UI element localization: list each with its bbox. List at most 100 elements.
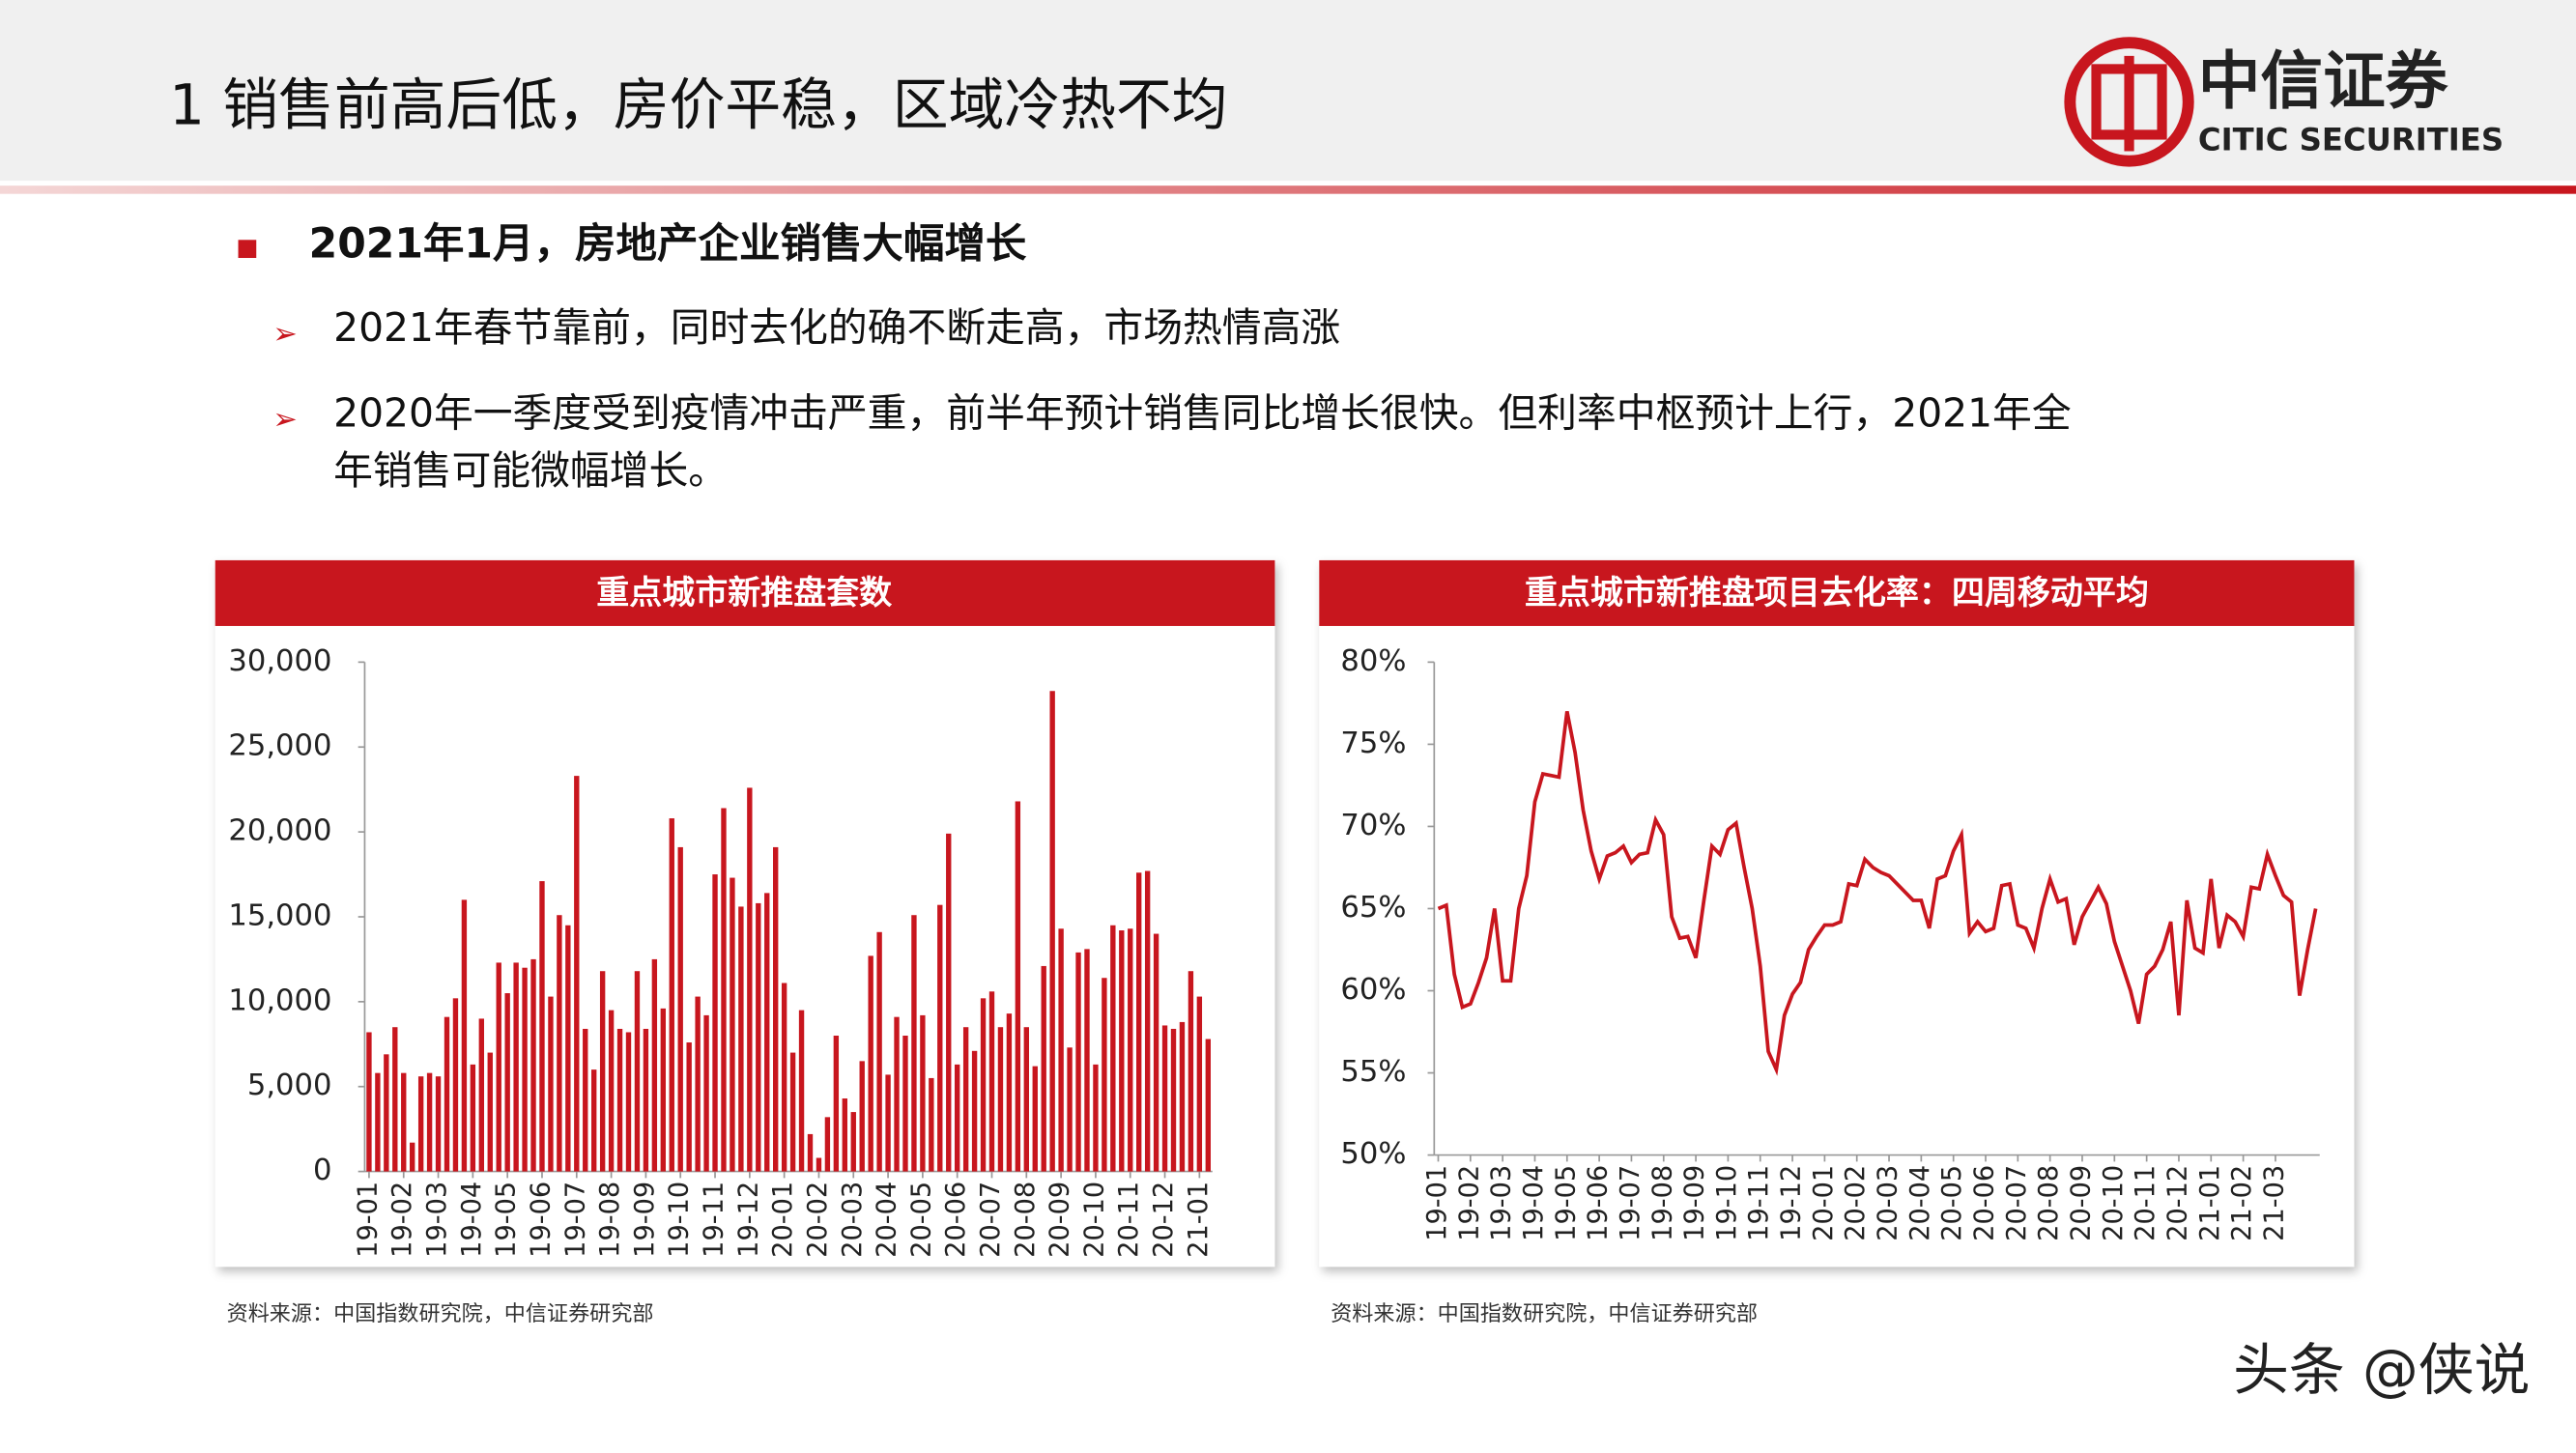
- bar: [1006, 1013, 1013, 1172]
- bar: [452, 998, 459, 1172]
- bar: [703, 1014, 709, 1172]
- x-tick-label: 20-10: [2099, 1165, 2129, 1241]
- x-tick-label: 19-08: [1647, 1165, 1677, 1241]
- x-tick-label: 19-12: [733, 1182, 763, 1258]
- bar: [997, 1027, 1004, 1172]
- x-tick-label: 20-10: [1079, 1182, 1109, 1258]
- bar: [375, 1072, 381, 1172]
- bar: [946, 833, 952, 1172]
- bar: [988, 991, 995, 1172]
- bar: [557, 915, 562, 1172]
- header-band: [0, 0, 2576, 182]
- bar: [929, 1077, 934, 1172]
- x-tick-label: 19-11: [700, 1182, 730, 1258]
- x-tick-label: 20-08: [2034, 1165, 2064, 1241]
- bar: [850, 1112, 856, 1172]
- x-tick-label: 20-05: [906, 1182, 936, 1258]
- bar: [426, 1072, 433, 1172]
- bar: [1067, 1047, 1073, 1172]
- bar: [522, 967, 528, 1172]
- bar: [756, 902, 761, 1172]
- bar: [894, 1016, 900, 1172]
- bar: [565, 925, 571, 1172]
- y-tick-label: 60%: [1340, 973, 1406, 1007]
- chart-header: [1319, 559, 2355, 626]
- bar: [798, 1010, 805, 1172]
- bar: [816, 1157, 822, 1172]
- bar: [470, 1064, 476, 1172]
- bar: [1144, 870, 1151, 1172]
- bar: [1170, 1028, 1177, 1172]
- bar: [539, 881, 545, 1172]
- x-tick-label: 19-04: [457, 1182, 487, 1258]
- bar: [1179, 1021, 1186, 1172]
- bullet-item: 2020年一季度受到疫情冲击严重，前半年预计销售同比增长很快。但利率中枢预计上行…: [333, 389, 2072, 436]
- bar: [634, 971, 641, 1172]
- bar: [1136, 872, 1142, 1172]
- bar: [920, 1014, 926, 1172]
- bar: [366, 1032, 372, 1172]
- y-tick-label: 25,000: [228, 729, 331, 763]
- bar: [608, 1010, 615, 1172]
- x-tick-label: 20-04: [1905, 1165, 1935, 1241]
- bar: [616, 1028, 623, 1172]
- bar: [902, 1035, 908, 1172]
- bar: [625, 1032, 632, 1172]
- bar: [487, 1052, 493, 1172]
- bar: [530, 958, 536, 1172]
- bar: [807, 1133, 814, 1172]
- bar: [876, 931, 882, 1172]
- bar: [1023, 1027, 1029, 1172]
- bar: [1041, 965, 1046, 1172]
- bar: [764, 893, 770, 1172]
- y-tick-label: 55%: [1340, 1055, 1406, 1089]
- x-tick-label: 20-01: [768, 1182, 798, 1258]
- x-tick-label: 19-12: [1777, 1165, 1807, 1241]
- x-tick-label: 20-09: [1045, 1182, 1075, 1258]
- x-tick-label: 19-02: [387, 1182, 417, 1258]
- y-tick-label: 30,000: [228, 644, 331, 678]
- bar: [513, 962, 519, 1172]
- x-tick-label: 21-01: [2195, 1165, 2225, 1241]
- x-tick-label: 19-01: [353, 1182, 383, 1258]
- bar: [686, 1042, 692, 1172]
- source-note: 资料来源：中国指数研究院，中信证券研究部: [227, 1301, 654, 1326]
- bar: [401, 1072, 407, 1172]
- bar: [496, 962, 501, 1172]
- bar: [971, 1050, 978, 1172]
- logo-cn: 中信证券: [2198, 45, 2449, 118]
- bar: [1084, 949, 1090, 1172]
- x-tick-label: 19-06: [1584, 1165, 1614, 1241]
- y-tick-label: 50%: [1340, 1137, 1406, 1171]
- x-tick-label: 20-12: [1149, 1182, 1179, 1258]
- chart-panel: [1319, 559, 2355, 1268]
- x-tick-label: 19-09: [1680, 1165, 1710, 1241]
- bullet-heading: 2021年1月，房地产企业销售大幅增长: [309, 221, 1027, 269]
- bar: [504, 993, 510, 1172]
- x-tick-label: 19-11: [1744, 1165, 1774, 1241]
- source-note: 资料来源：中国指数研究院，中信证券研究部: [1331, 1301, 1758, 1326]
- bar: [384, 1054, 389, 1172]
- bar: [461, 899, 468, 1172]
- bar: [660, 1008, 666, 1172]
- x-tick-label: 20-11: [2131, 1165, 2161, 1241]
- bar: [712, 874, 718, 1172]
- bullet-square: [238, 240, 257, 259]
- bar: [824, 1117, 831, 1172]
- x-tick-label: 20-11: [1114, 1182, 1144, 1258]
- bar: [955, 1064, 960, 1172]
- y-tick-label: 15,000: [228, 898, 331, 932]
- bar: [747, 787, 753, 1172]
- bar: [962, 1027, 969, 1172]
- x-tick-label: 19-04: [1519, 1165, 1549, 1241]
- y-tick-label: 75%: [1340, 726, 1406, 760]
- bar: [773, 846, 779, 1172]
- bar: [868, 955, 873, 1172]
- bar: [781, 983, 787, 1172]
- bar: [721, 808, 727, 1172]
- arrow-icon: ➢: [272, 403, 298, 437]
- bar: [651, 958, 658, 1172]
- bar: [1102, 978, 1107, 1172]
- page-title: 1 销售前高后低，房价平稳，区域冷热不均: [169, 71, 1227, 137]
